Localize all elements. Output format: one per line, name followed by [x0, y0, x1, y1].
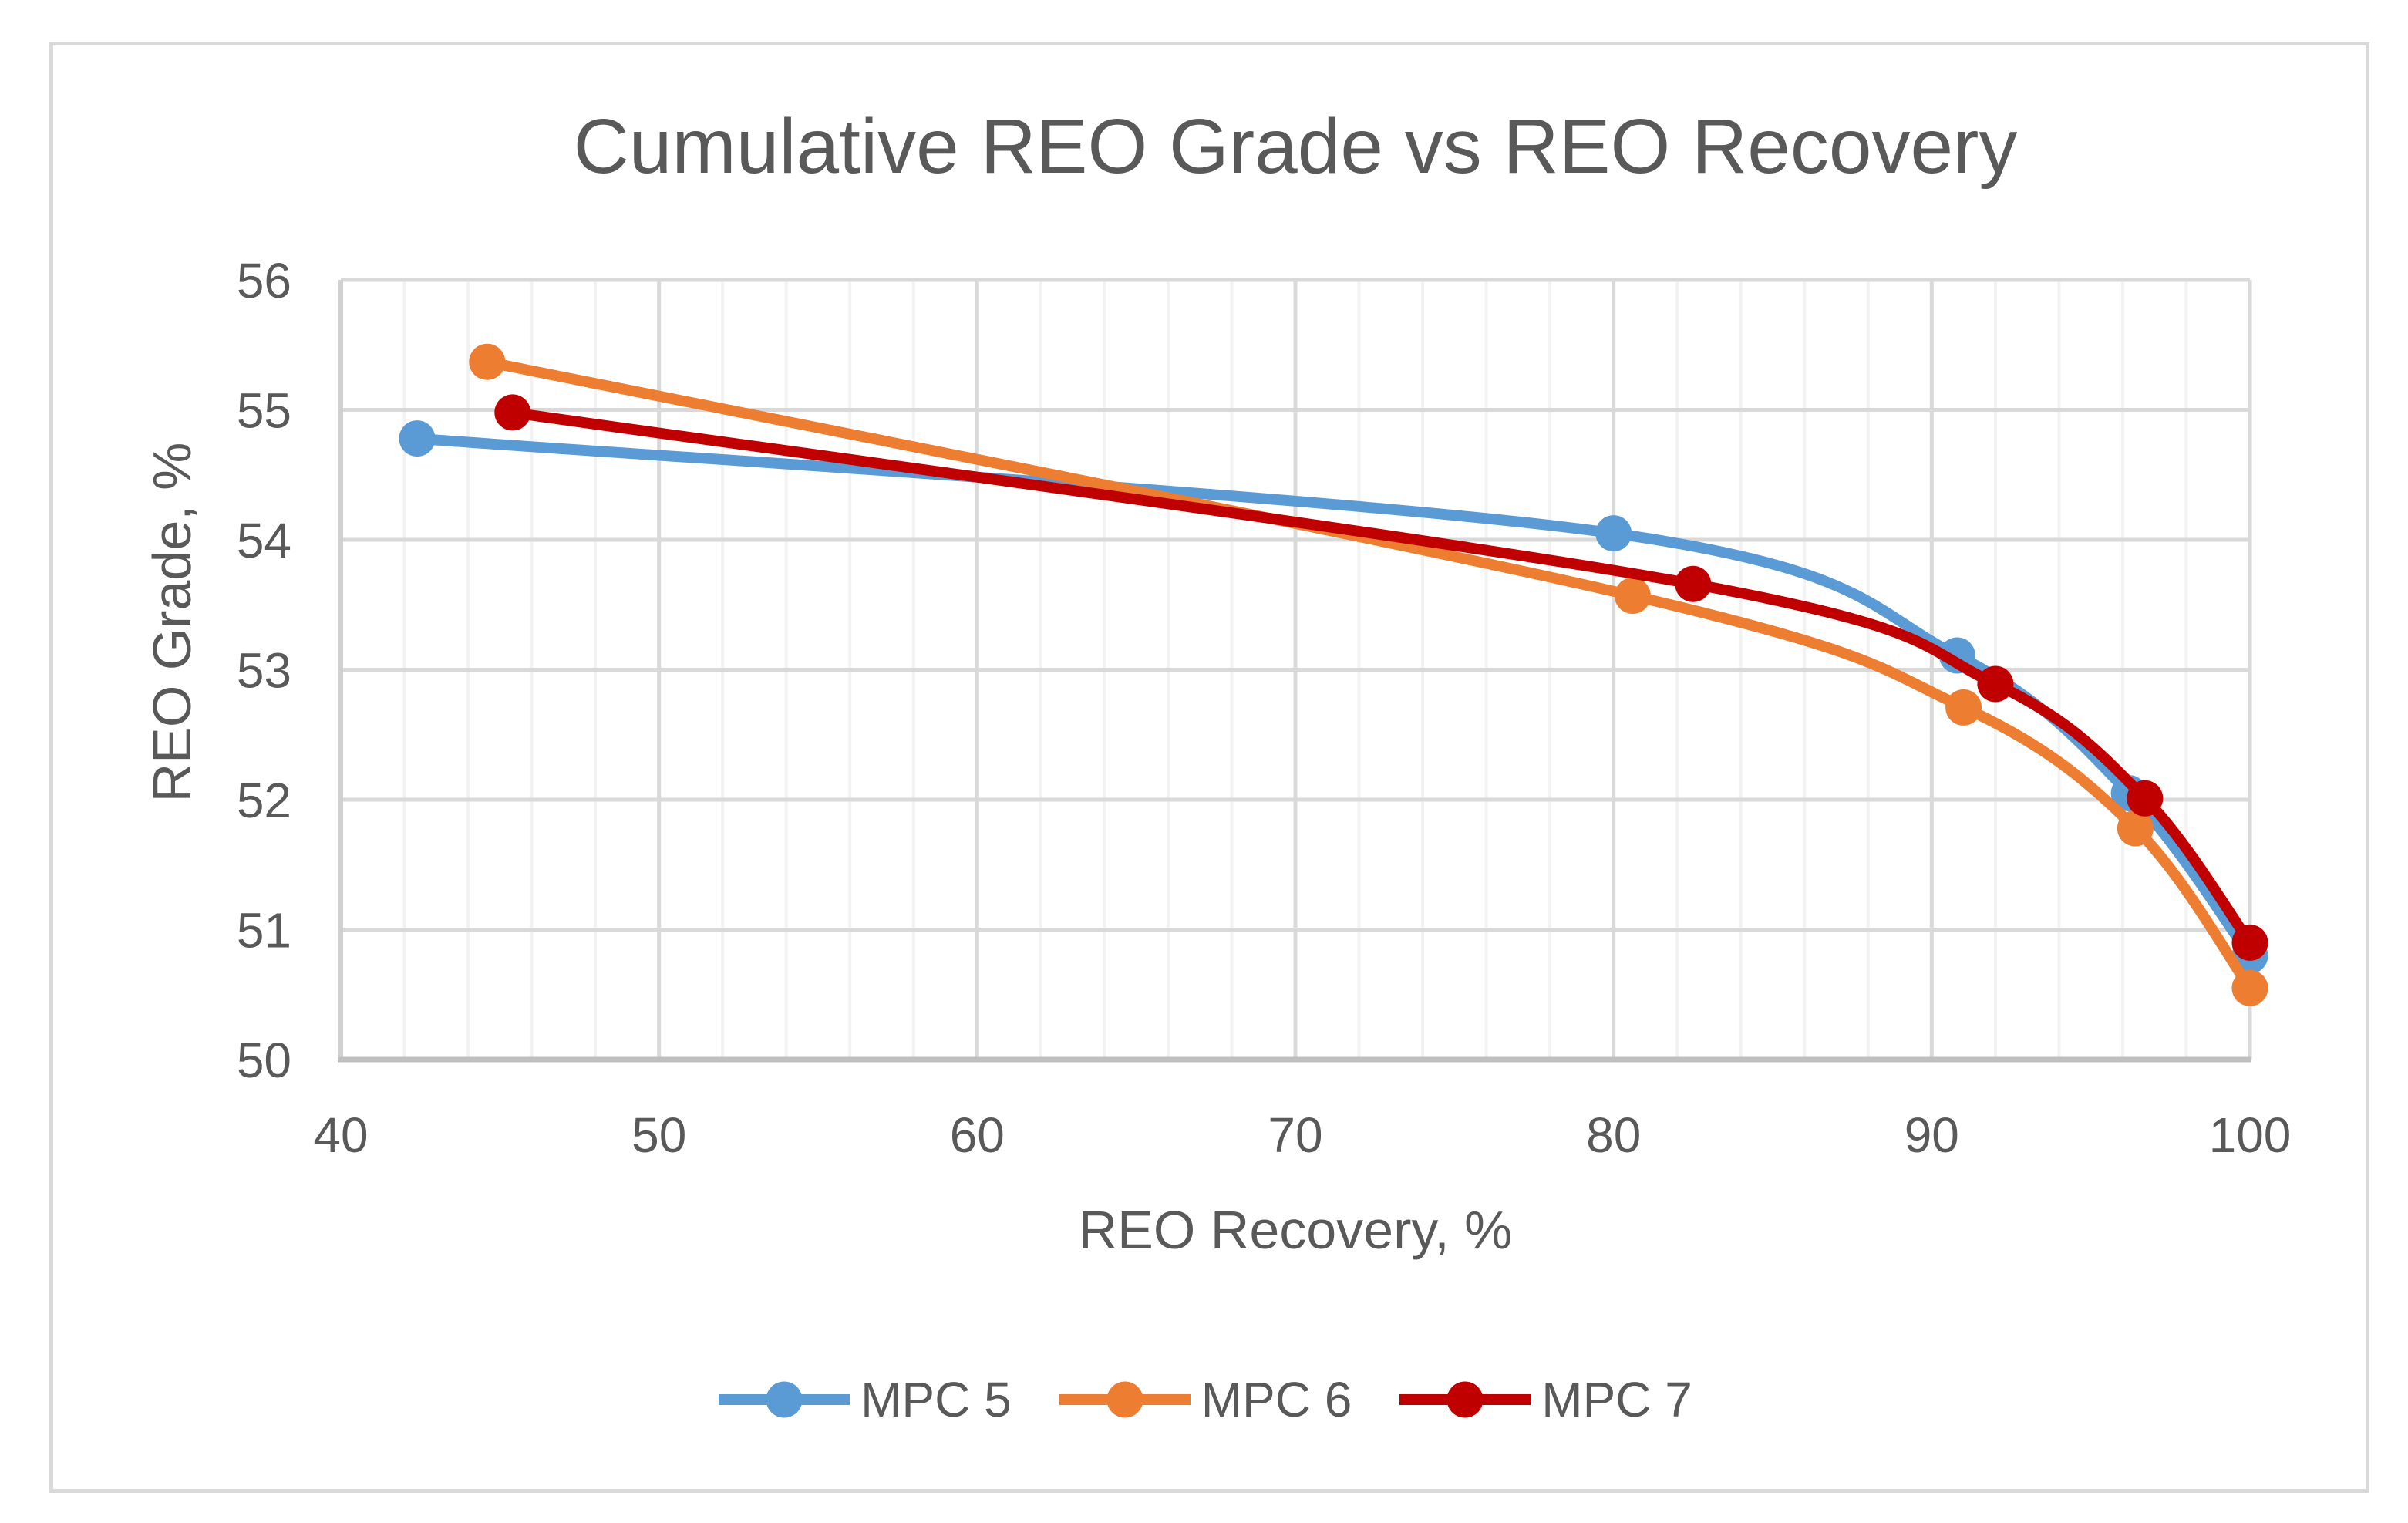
x-tick-label: 60: [950, 1107, 1005, 1163]
series-marker-mpc-7: [1977, 665, 2014, 703]
x-tick-label: 70: [1268, 1107, 1322, 1163]
y-tick-label: 50: [237, 1033, 291, 1088]
y-tick-label: 54: [237, 513, 291, 568]
series-marker-mpc-6: [469, 343, 506, 380]
series-marker-mpc-7: [494, 394, 531, 431]
y-tick-label: 55: [237, 383, 291, 439]
y-tick-label: 53: [237, 643, 291, 699]
legend-marker-mpc-7: [1399, 1381, 1531, 1418]
x-tick-label: 40: [313, 1107, 368, 1163]
x-tick-label: 80: [1586, 1107, 1641, 1163]
x-tick-label: 90: [1905, 1107, 1959, 1163]
legend-label-mpc-6: MPC 6: [1201, 1372, 1352, 1427]
series-marker-mpc-5: [1595, 515, 1632, 552]
series-marker-mpc-6: [2117, 810, 2154, 847]
chart-title: Cumulative REO Grade vs REO Recovery: [573, 103, 2018, 190]
series-marker-mpc-7: [1675, 565, 1712, 602]
legend: MPC 5 MPC 6 MPC 7: [49, 1365, 2362, 1434]
series-marker-mpc-7: [2127, 780, 2164, 817]
series-marker-mpc-6: [2231, 969, 2268, 1006]
legend-marker-mpc-6: [1059, 1381, 1191, 1418]
legend-item-mpc-7: MPC 7: [1399, 1371, 1692, 1428]
legend-marker-mpc-5: [719, 1381, 850, 1418]
x-tick-label: 100: [2209, 1107, 2292, 1163]
series-marker-mpc-6: [1614, 578, 1651, 614]
y-tick-label: 52: [237, 773, 291, 828]
series-marker-mpc-7: [2231, 924, 2268, 961]
x-tick-label: 50: [631, 1107, 686, 1163]
chart-panel: [49, 42, 2369, 1493]
y-tick-label: 56: [237, 253, 291, 308]
series-marker-mpc-6: [1945, 689, 1982, 726]
legend-item-mpc-5: MPC 5: [719, 1371, 1012, 1428]
legend-item-mpc-6: MPC 6: [1059, 1371, 1352, 1428]
x-axis-title: REO Recovery, %: [1078, 1200, 1513, 1260]
legend-label-mpc-5: MPC 5: [860, 1372, 1012, 1427]
y-tick-label: 51: [237, 903, 291, 959]
series-marker-mpc-5: [399, 420, 436, 457]
legend-label-mpc-7: MPC 7: [1541, 1372, 1692, 1427]
